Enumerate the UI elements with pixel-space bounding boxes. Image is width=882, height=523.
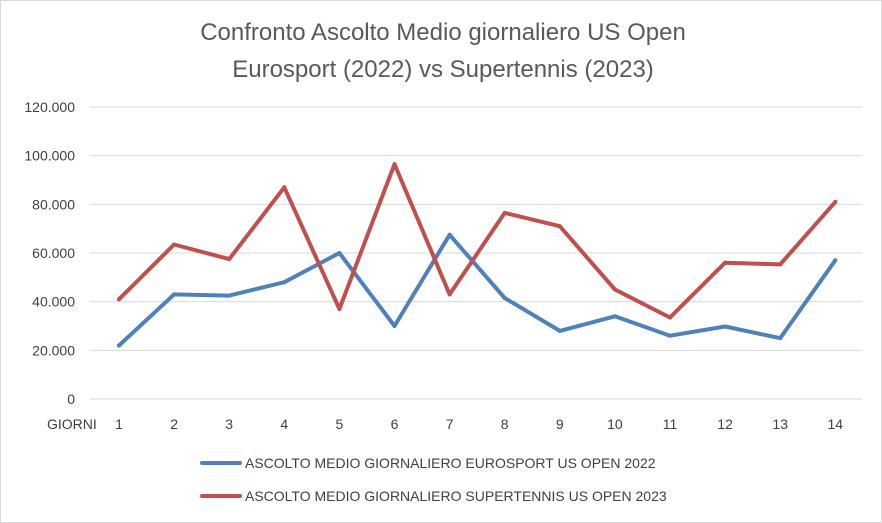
x-tick-label: 4 bbox=[280, 416, 288, 432]
data-point-series-1 bbox=[778, 336, 783, 341]
y-tick-label: 60.000 bbox=[32, 245, 75, 261]
y-tick-label: 20.000 bbox=[32, 342, 75, 358]
chart-title-line-2: Eurosport (2022) vs Supertennis (2023) bbox=[232, 56, 654, 83]
series-line-2 bbox=[117, 162, 838, 320]
data-point-series-1 bbox=[392, 324, 397, 328]
data-point-series-1 bbox=[282, 280, 287, 285]
data-point-series-1 bbox=[117, 343, 121, 348]
data-point-series-2 bbox=[668, 315, 672, 320]
data-point-series-2 bbox=[117, 297, 121, 302]
x-tick-label: 1 bbox=[115, 416, 123, 432]
data-point-series-2 bbox=[227, 257, 232, 262]
y-tick-label: 40.000 bbox=[32, 294, 75, 310]
data-point-series-2 bbox=[612, 287, 617, 292]
x-tick-label: 11 bbox=[663, 416, 678, 432]
x-tick-label: 6 bbox=[391, 416, 399, 432]
x-tick-label: 8 bbox=[501, 416, 509, 432]
data-point-series-1 bbox=[447, 232, 452, 237]
legend-label-1: ASCOLTO MEDIO GIORNALIERO EUROSPORT US O… bbox=[245, 455, 656, 471]
x-tick-label: 2 bbox=[170, 416, 178, 432]
y-tick-label: 100.000 bbox=[24, 148, 75, 164]
legend: ASCOLTO MEDIO GIORNALIERO EUROSPORT US O… bbox=[200, 455, 667, 504]
data-point-series-1 bbox=[668, 333, 672, 338]
data-point-series-2 bbox=[723, 260, 728, 265]
y-tick-label: 80.000 bbox=[32, 196, 75, 212]
data-point-series-2 bbox=[833, 199, 838, 204]
x-tick-label: 9 bbox=[556, 416, 564, 432]
data-point-series-1 bbox=[337, 251, 342, 255]
data-point-series-1 bbox=[612, 314, 617, 319]
data-point-series-2 bbox=[392, 162, 397, 167]
data-point-series-2 bbox=[447, 292, 452, 297]
data-point-series-2 bbox=[502, 210, 507, 215]
data-point-series-1 bbox=[833, 258, 838, 263]
x-tick-label: 10 bbox=[607, 416, 623, 432]
data-point-series-2 bbox=[282, 185, 287, 190]
series-lines bbox=[117, 162, 838, 348]
data-point-series-2 bbox=[172, 242, 177, 247]
data-point-series-2 bbox=[557, 224, 562, 229]
chart-title: Confronto Ascolto Medio giornaliero US O… bbox=[200, 19, 686, 83]
chart-title-line-1: Confronto Ascolto Medio giornaliero US O… bbox=[200, 19, 686, 46]
x-axis-tick-labels: 1 2 3 4 5 6 7 8 9 10 11 12 13 14 bbox=[115, 416, 843, 432]
x-tick-label: 7 bbox=[446, 416, 454, 432]
data-point-series-1 bbox=[172, 292, 177, 297]
y-tick-label: 0 bbox=[67, 391, 75, 407]
data-point-series-2 bbox=[337, 306, 342, 311]
x-tick-label: 14 bbox=[828, 416, 844, 432]
legend-label-2: ASCOLTO MEDIO GIORNALIERO SUPERTENNIS US… bbox=[245, 488, 667, 504]
x-tick-label: 5 bbox=[336, 416, 344, 432]
data-point-series-2 bbox=[778, 262, 783, 267]
data-point-series-1 bbox=[502, 296, 507, 301]
x-tick-label: 12 bbox=[717, 416, 733, 432]
data-point-series-1 bbox=[723, 324, 728, 329]
x-tick-label: 3 bbox=[225, 416, 233, 432]
x-tick-label: 13 bbox=[772, 416, 788, 432]
data-point-series-1 bbox=[557, 328, 562, 333]
x-axis-label: GIORNI bbox=[47, 416, 97, 432]
series-line-1 bbox=[117, 232, 838, 348]
data-point-series-1 bbox=[227, 293, 232, 298]
y-tick-label: 120.000 bbox=[24, 99, 75, 115]
y-axis-tick-labels: 0 20.000 40.000 60.000 80.000 100.000 120.000 bbox=[24, 99, 75, 407]
gridlines bbox=[90, 106, 862, 400]
